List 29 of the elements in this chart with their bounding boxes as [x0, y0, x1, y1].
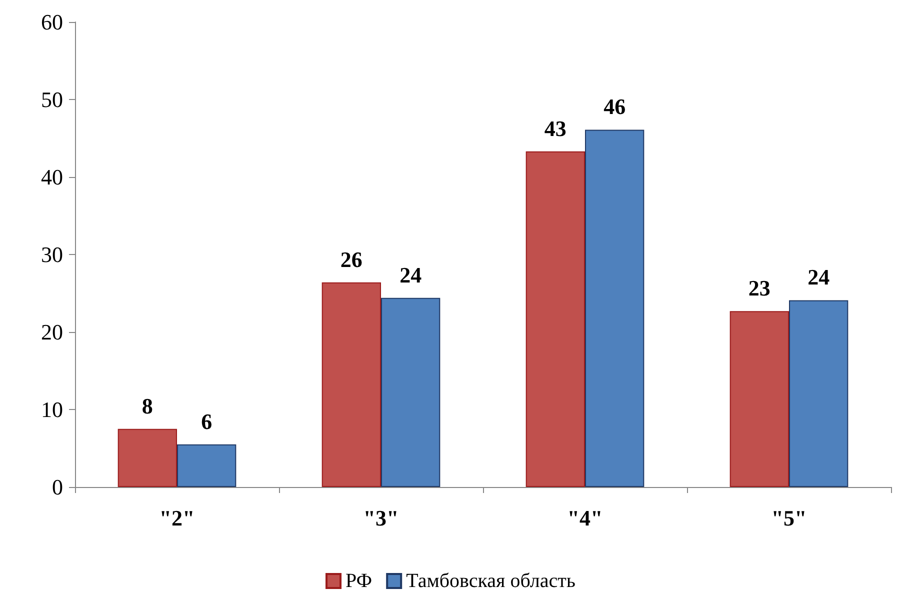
y-tick-label: 50: [41, 87, 63, 112]
y-tick-label: 60: [41, 10, 63, 34]
x-tick-label: "2": [159, 506, 195, 530]
bar: [789, 300, 848, 487]
data-label: 46: [604, 94, 626, 120]
bar: [730, 311, 789, 487]
x-tick-label: "3": [363, 506, 399, 530]
bar: [381, 298, 440, 487]
data-label: 43: [544, 116, 566, 141]
bar: [585, 130, 644, 487]
data-label: 24: [400, 262, 422, 288]
data-label: 26: [340, 246, 362, 272]
y-tick-label: 40: [41, 164, 63, 190]
bar: [322, 282, 381, 487]
x-tick-label: "5": [771, 506, 807, 530]
legend-label: РФ: [346, 570, 372, 592]
x-tick-label: "4": [567, 506, 603, 530]
bar: [526, 151, 585, 487]
y-tick-label: 20: [41, 320, 63, 344]
data-label: 8: [142, 393, 153, 418]
data-label: 24: [808, 264, 830, 290]
y-tick-label: 10: [41, 397, 63, 422]
data-label: 23: [748, 276, 770, 301]
data-label: 6: [201, 408, 212, 434]
bar: [177, 444, 236, 487]
y-tick-label: 30: [41, 242, 63, 267]
y-tick-label: 0: [52, 474, 63, 500]
bar: [118, 428, 177, 487]
legend-label: Тамбовская область: [406, 570, 576, 592]
